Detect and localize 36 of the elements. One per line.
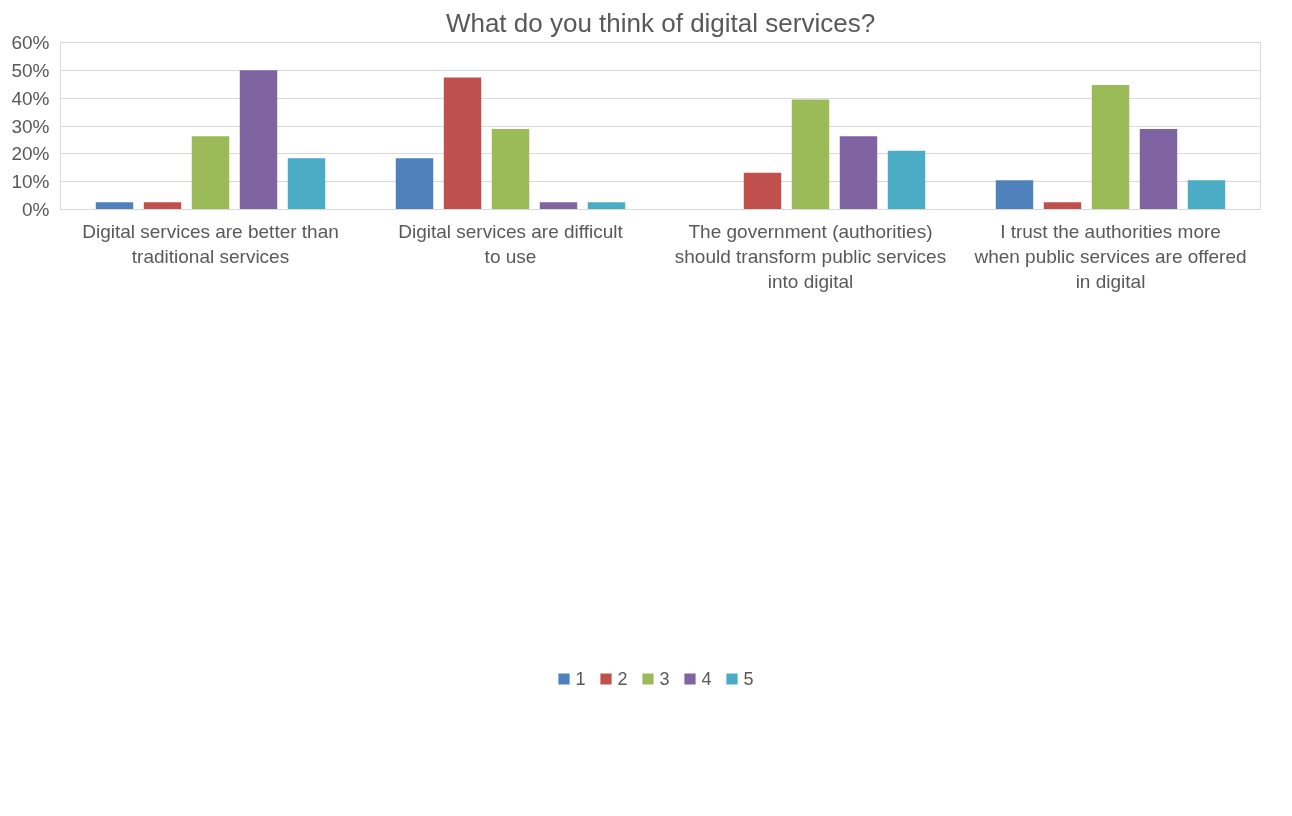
y-tick-label: 30%: [11, 115, 50, 137]
y-tick-label: 10%: [11, 171, 50, 193]
bar: [539, 202, 578, 210]
legend-label: 3: [659, 668, 671, 690]
bar: [191, 136, 230, 210]
legend-label: 1: [575, 668, 587, 690]
x-tick-label: Digital services are better than traditional services: [82, 220, 339, 267]
y-tick-label: 20%: [11, 143, 50, 165]
bar: [1139, 129, 1178, 210]
y-tick-label: 0%: [22, 199, 50, 220]
bar: [443, 77, 482, 210]
bar: [887, 150, 926, 210]
bar: [239, 70, 278, 210]
bar: [1091, 85, 1130, 210]
y-tick-label: 60%: [11, 32, 50, 53]
bar: [395, 158, 434, 210]
legend-label: 2: [617, 668, 629, 690]
y-tick-label: 50%: [11, 59, 50, 81]
x-tick-label: I trust the authorities more when public services are offered in digital: [973, 220, 1247, 292]
y-tick-label: 40%: [11, 87, 50, 109]
legend-label: 5: [743, 668, 755, 690]
bar: [287, 158, 326, 210]
bar: [1187, 180, 1226, 210]
bar: [1043, 202, 1082, 210]
bar: [995, 180, 1034, 210]
x-tick-label: Digital services are difficult to use: [398, 220, 624, 267]
chart-title: What do you think of digital services?: [445, 7, 876, 38]
x-tick-label: The government (authorities) should transform public services into digital: [674, 220, 947, 292]
bar: [143, 202, 182, 210]
bar: [95, 202, 134, 210]
bar: [791, 99, 830, 210]
legend-label: 4: [701, 668, 713, 690]
bar: [743, 172, 782, 210]
bar: [491, 129, 530, 210]
bar: [839, 136, 878, 210]
bar: [587, 202, 626, 210]
